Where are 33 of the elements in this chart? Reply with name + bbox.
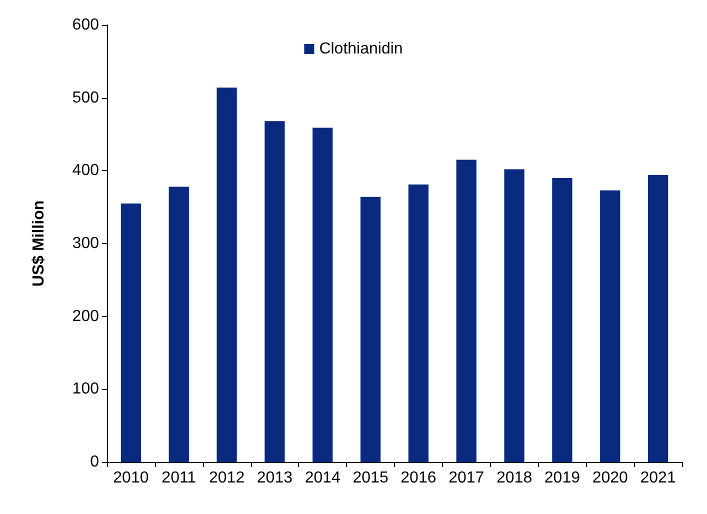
y-tick-label: 600 <box>72 16 100 34</box>
x-tick-label: 2014 <box>304 470 341 486</box>
x-tick-label: 2019 <box>544 470 580 486</box>
bar <box>264 121 285 462</box>
bar <box>552 178 572 462</box>
bar <box>360 196 381 462</box>
bar <box>600 190 620 462</box>
x-tick-label: 2018 <box>496 470 532 486</box>
y-tick-label: 400 <box>72 162 100 180</box>
x-tick-label: 2017 <box>448 470 484 486</box>
x-tick-label: 2021 <box>640 470 676 486</box>
x-tick-label: 2016 <box>400 470 436 486</box>
bar <box>312 128 333 462</box>
x-tick-label: 2020 <box>592 470 628 486</box>
x-tick-label: 2010 <box>113 470 149 486</box>
x-tick-label: 2013 <box>256 470 293 486</box>
bar <box>648 175 668 462</box>
x-tick-label: 2015 <box>352 470 388 486</box>
y-tick-label: 0 <box>90 454 100 470</box>
bar <box>408 184 429 462</box>
y-tick-label: 200 <box>72 308 100 325</box>
y-tick-label: 500 <box>72 89 100 106</box>
bar <box>120 203 142 462</box>
x-tick-label: 2011 <box>162 470 196 486</box>
y-tick-label: 300 <box>72 235 100 252</box>
bar <box>168 186 189 462</box>
y-tick-label: 100 <box>72 380 100 398</box>
bar <box>504 169 524 462</box>
bar <box>456 160 476 462</box>
y-axis-title: US$ Million <box>30 200 48 287</box>
bar <box>216 88 237 462</box>
x-tick-label: 2012 <box>208 470 245 486</box>
legend-label: Clothianidin <box>319 40 403 58</box>
